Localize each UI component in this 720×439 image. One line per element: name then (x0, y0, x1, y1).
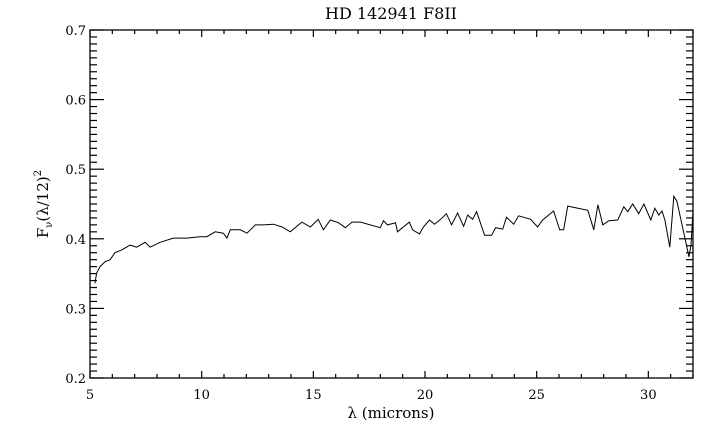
y-tick-label: 0.5 (65, 163, 86, 178)
x-tick-label: 20 (417, 388, 434, 403)
y-tick-label: 0.6 (65, 94, 86, 109)
y-tick-label: 0.2 (65, 372, 86, 387)
y-tick-label: 0.4 (65, 233, 86, 248)
plot-frame (89, 29, 694, 379)
chart-title: HD 142941 F8II (325, 4, 457, 23)
y-tick-labels: 0.2 0.3 0.4 0.5 0.6 0.7 (65, 24, 86, 387)
axis-ticks (89, 29, 694, 379)
x-tick-label: 30 (640, 388, 657, 403)
x-tick-label: 10 (193, 388, 210, 403)
x-tick-labels: 5 10 15 20 25 30 (86, 388, 657, 403)
y-tick-label: 0.3 (65, 302, 86, 317)
x-tick-label: 5 (86, 388, 94, 403)
y-tick-label: 0.7 (65, 24, 86, 39)
x-axis-title: λ (microns) (348, 404, 435, 422)
x-tick-label: 25 (528, 388, 545, 403)
y-axis-title: Fν(λ/12)2 (33, 170, 55, 238)
x-tick-label: 15 (305, 388, 322, 403)
spectrum-line (94, 194, 694, 284)
